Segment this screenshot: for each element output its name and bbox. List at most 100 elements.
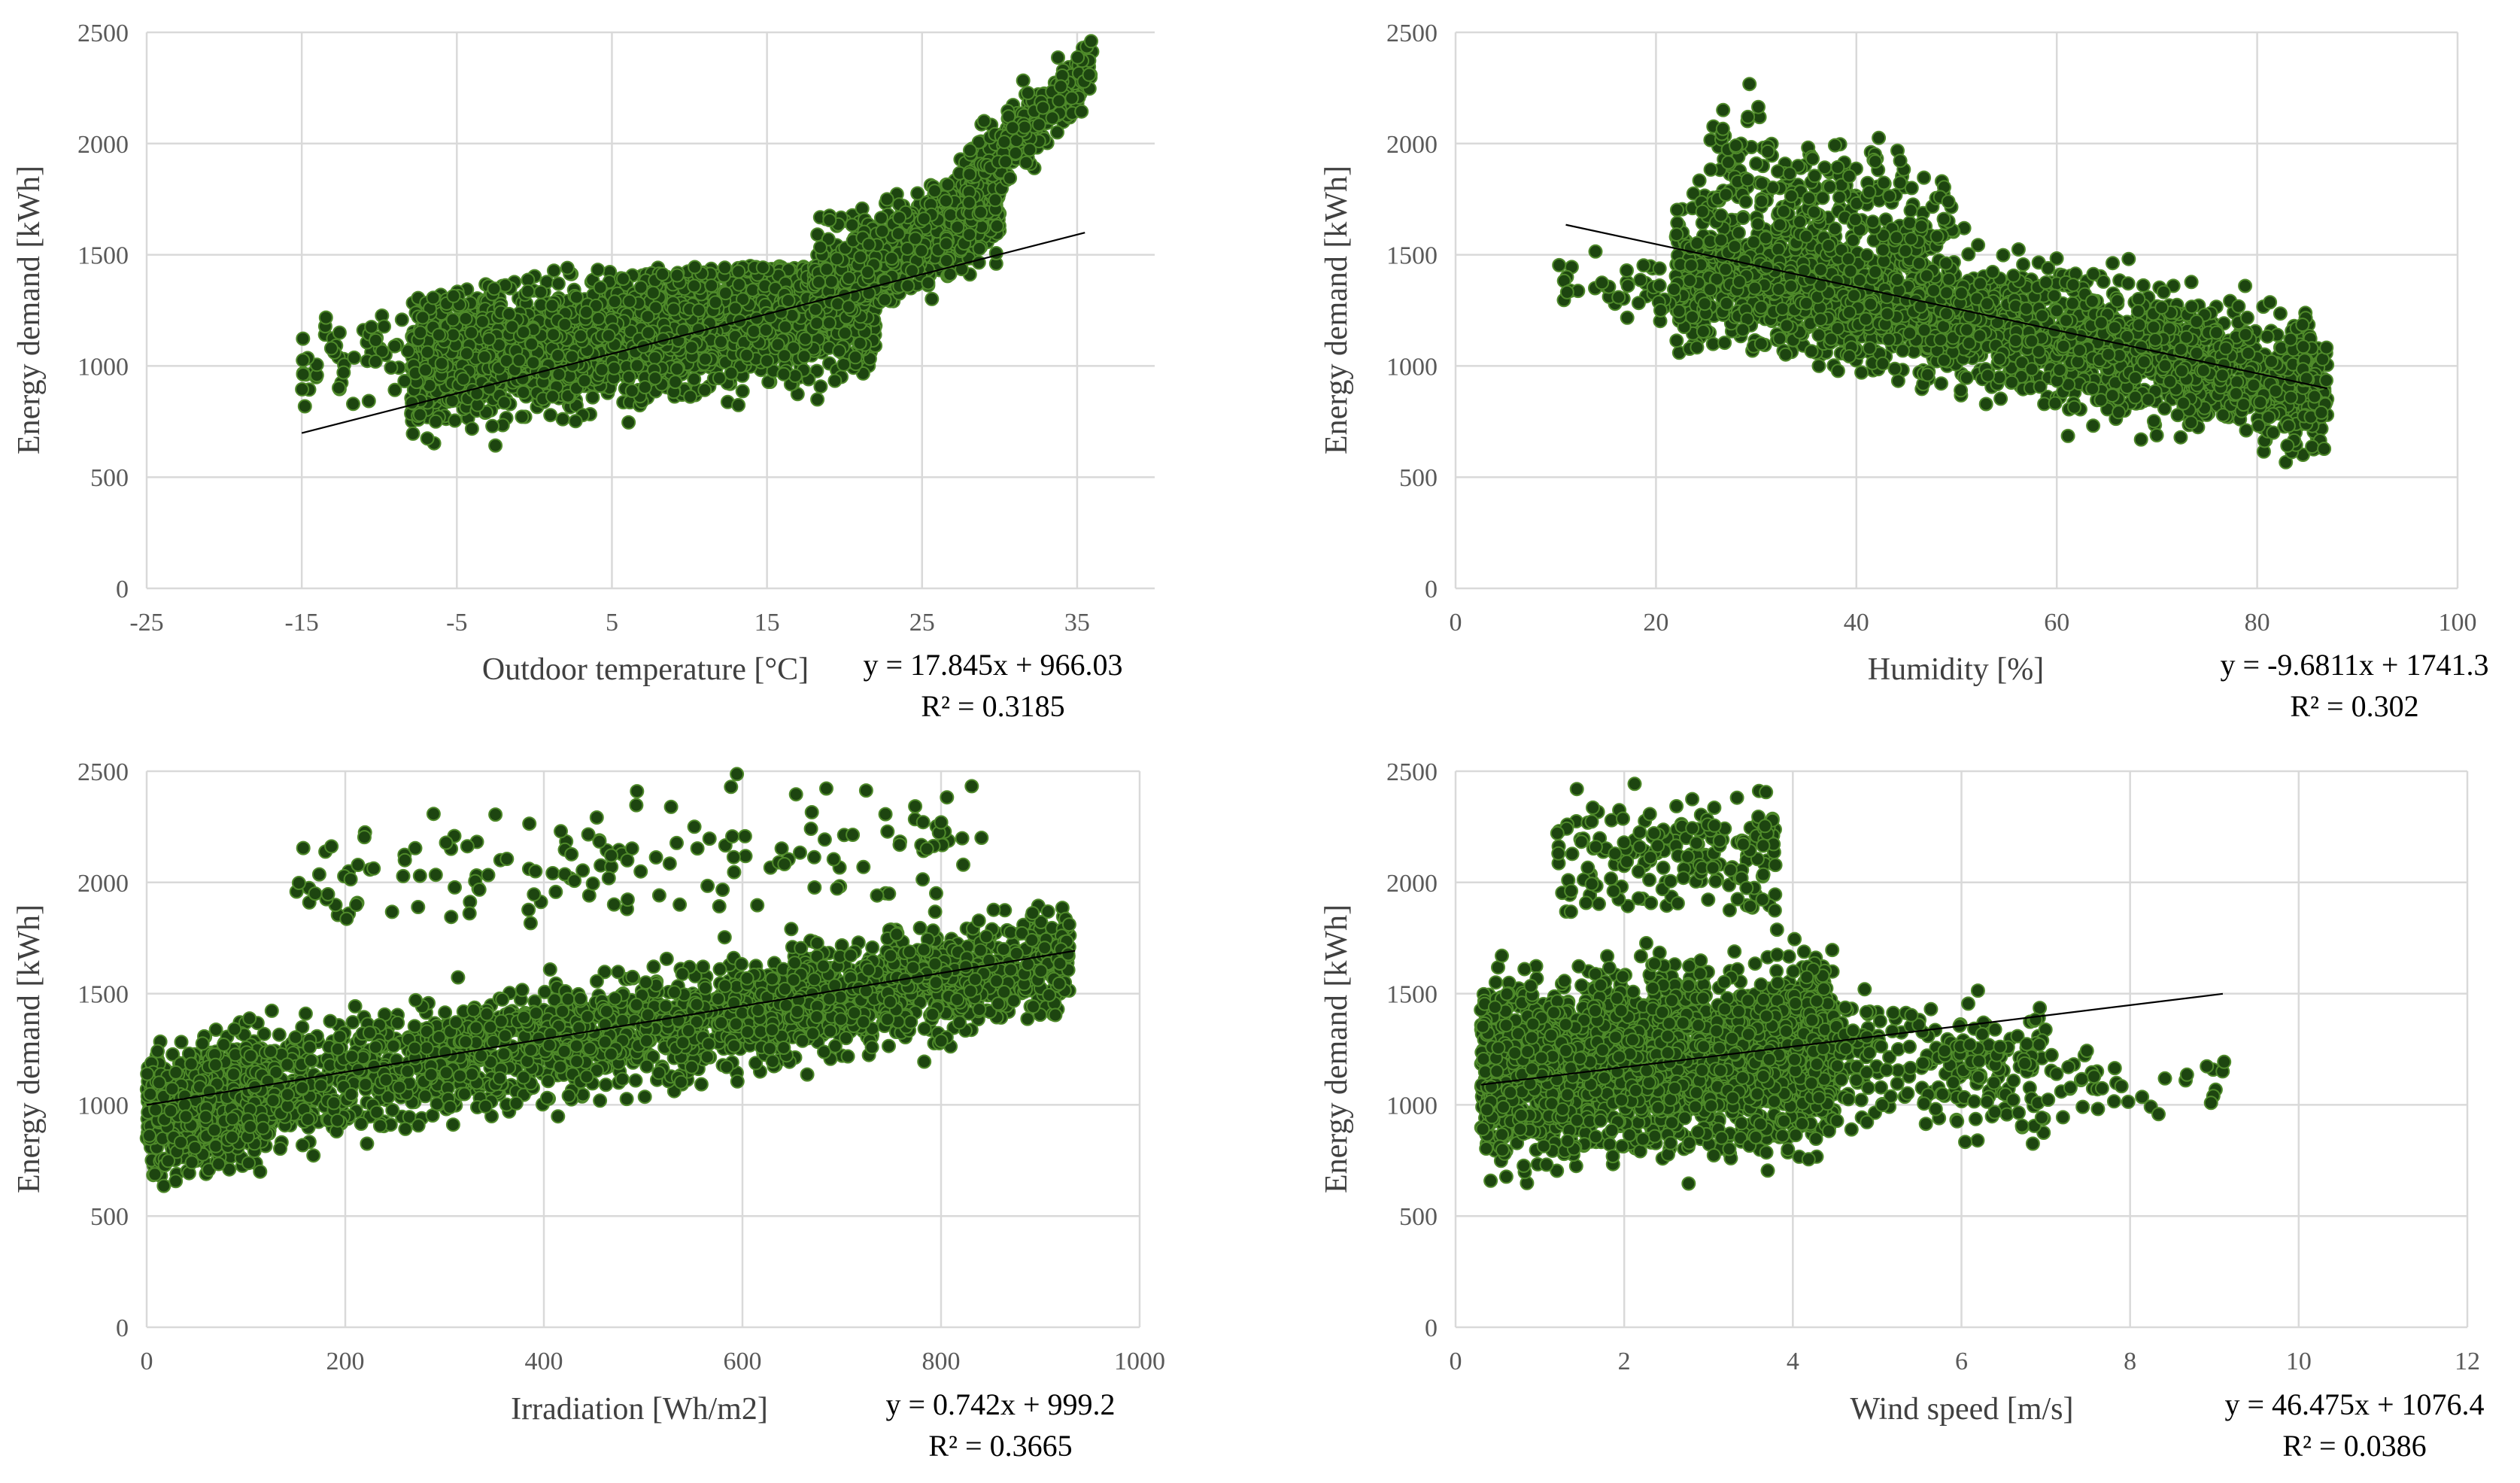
data-point xyxy=(861,265,875,280)
data-point xyxy=(1050,125,1064,140)
data-point xyxy=(688,260,703,275)
data-point xyxy=(426,290,441,305)
data-point xyxy=(921,275,936,290)
data-point xyxy=(758,323,773,338)
data-point xyxy=(546,327,561,342)
data-point xyxy=(526,355,541,370)
data-point xyxy=(515,409,530,424)
data-point xyxy=(877,292,892,307)
data-point xyxy=(551,348,566,363)
data-point xyxy=(624,384,639,398)
data-point xyxy=(943,208,958,223)
data-point xyxy=(543,408,558,423)
data-point xyxy=(296,367,311,381)
data-point xyxy=(645,285,660,300)
data-point xyxy=(684,340,699,355)
data-point xyxy=(976,114,991,129)
data-point xyxy=(648,351,663,366)
data-point xyxy=(405,426,421,441)
data-point xyxy=(2149,428,2164,442)
data-point xyxy=(456,372,471,387)
data-point xyxy=(988,193,1003,208)
data-point xyxy=(621,415,636,430)
data-point xyxy=(459,346,474,361)
data-point xyxy=(1051,50,1065,65)
data-point xyxy=(827,373,843,388)
data-point xyxy=(607,294,622,309)
data-point xyxy=(446,288,461,303)
data-point xyxy=(668,375,683,390)
data-point xyxy=(405,395,420,410)
data-point xyxy=(808,302,823,317)
data-point xyxy=(420,345,435,360)
data-point xyxy=(524,336,539,351)
data-point xyxy=(832,343,847,358)
data-point xyxy=(1031,117,1046,132)
data-point xyxy=(615,272,630,286)
data-point xyxy=(718,286,733,301)
data-point xyxy=(988,246,1003,260)
data-point xyxy=(961,195,976,210)
data-point xyxy=(296,331,311,346)
data-point xyxy=(879,192,894,207)
data-point xyxy=(578,305,594,320)
data-point xyxy=(852,336,867,351)
x-tick-label: -25 xyxy=(129,609,163,637)
data-point xyxy=(697,382,712,397)
data-point xyxy=(648,371,663,386)
data-point xyxy=(797,349,812,364)
data-point xyxy=(891,226,906,242)
data-point xyxy=(1996,248,2011,263)
data-point xyxy=(1959,370,1974,385)
data-point xyxy=(336,365,351,380)
data-point xyxy=(640,309,655,324)
data-point xyxy=(369,333,383,348)
data-point xyxy=(585,390,600,405)
data-point xyxy=(973,205,988,220)
data-point xyxy=(464,421,479,436)
data-point xyxy=(445,312,460,327)
data-point xyxy=(925,291,940,306)
data-point xyxy=(669,361,685,376)
data-point xyxy=(557,317,572,332)
data-point xyxy=(809,316,824,331)
data-point xyxy=(496,395,512,410)
data-point xyxy=(2184,415,2199,430)
scatter-points xyxy=(295,34,1100,453)
data-point xyxy=(387,339,402,354)
data-point xyxy=(998,154,1013,169)
data-point xyxy=(943,267,958,281)
data-point xyxy=(418,363,433,378)
data-point xyxy=(776,366,791,381)
data-point xyxy=(569,290,584,305)
data-point xyxy=(728,301,742,316)
x-tick-label: 25 xyxy=(909,609,935,637)
data-point xyxy=(655,266,670,281)
data-point xyxy=(714,334,728,349)
x-tick-label: 35 xyxy=(1064,609,1090,637)
data-point xyxy=(781,293,796,308)
data-point xyxy=(577,373,592,388)
data-point xyxy=(916,211,931,226)
data-point xyxy=(512,353,527,368)
data-point xyxy=(892,211,906,225)
data-point xyxy=(485,418,500,433)
data-point xyxy=(1954,383,1969,398)
data-point xyxy=(2086,418,2101,433)
data-point xyxy=(962,227,977,242)
data-point xyxy=(841,271,856,286)
y-tick-label: 2500 xyxy=(77,20,129,47)
data-point xyxy=(551,276,566,291)
y-tick-label: 1500 xyxy=(1386,242,1438,270)
data-point xyxy=(428,414,443,429)
data-point xyxy=(481,332,496,347)
data-point xyxy=(1003,171,1018,186)
x-tick-label: 60 xyxy=(2044,609,2069,637)
data-point xyxy=(875,223,890,239)
y-axis-title: Energy demand [kWh] xyxy=(12,166,47,454)
data-point xyxy=(594,362,609,377)
x-tick-label: -15 xyxy=(284,609,318,637)
data-point xyxy=(798,331,813,346)
y-tick-label: 2500 xyxy=(1386,20,1438,47)
